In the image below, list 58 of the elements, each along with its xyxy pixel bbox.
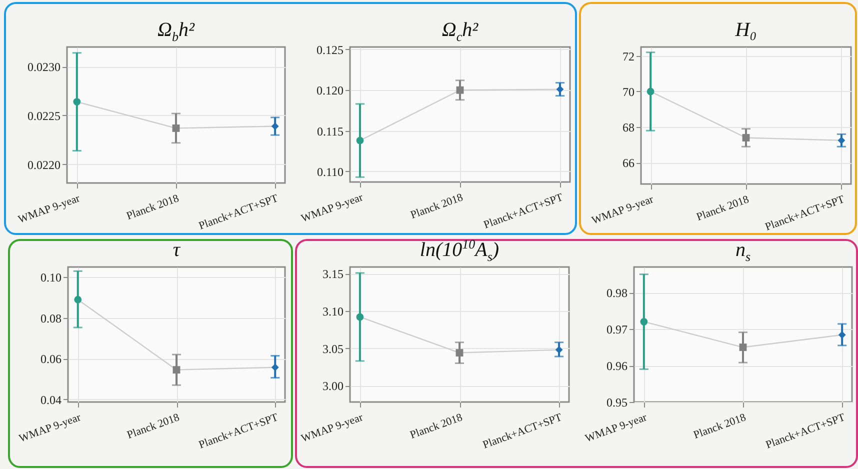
- y-tick-label: 0.98: [606, 286, 628, 300]
- chart-title: τ: [172, 239, 182, 261]
- y-tick-label: 3.10: [322, 304, 344, 319]
- point: [838, 331, 846, 339]
- y-tick-label: 0.96: [606, 359, 628, 374]
- point: [172, 124, 180, 132]
- x-tick-label: Planck 2018: [126, 411, 182, 442]
- y-tick-label: 0.97: [606, 322, 628, 337]
- x-tick-label: Planck 2018: [408, 411, 465, 442]
- y-tick-label: 3.05: [322, 342, 344, 356]
- y-tick-label: 0.0225: [28, 108, 60, 123]
- point: [74, 296, 82, 304]
- y-tick-label: 0.125: [316, 42, 344, 57]
- y-tick-label: 0.08: [40, 311, 62, 326]
- point: [73, 98, 81, 106]
- y-tick-label: 0.120: [316, 84, 344, 98]
- chart-title: Ω$_{c}$h²: [440, 19, 480, 44]
- x-tick-label: WMAP 9-year: [300, 411, 365, 445]
- point: [271, 364, 279, 372]
- y-tick-label: 0.95: [606, 396, 628, 410]
- x-tick-label: Planck 2018: [125, 192, 182, 222]
- x-tick-label: Planck 2018: [692, 411, 748, 442]
- y-tick-label: 0.110: [316, 164, 344, 179]
- x-tick-label: WMAP 9-year: [16, 192, 82, 226]
- point: [356, 313, 364, 321]
- point: [640, 318, 648, 326]
- point: [555, 346, 563, 354]
- x-tick-label: WMAP 9-year: [584, 411, 649, 445]
- point: [739, 344, 747, 351]
- x-tick-label: WMAP 9-year: [590, 193, 656, 227]
- point: [456, 86, 464, 94]
- y-tick-label: 70: [622, 84, 634, 99]
- point: [271, 122, 279, 130]
- y-tick-label: 0.0220: [28, 158, 60, 172]
- point: [172, 366, 180, 374]
- point: [646, 88, 654, 96]
- x-tick-label: Planck 2018: [409, 191, 466, 222]
- y-tick-label: 0.06: [40, 352, 62, 366]
- y-tick-label: 68: [622, 120, 634, 135]
- y-tick-label: 3.15: [322, 267, 344, 282]
- y-tick-label: 0.10: [40, 270, 62, 285]
- point: [742, 134, 750, 142]
- point: [838, 136, 846, 144]
- y-tick-label: 66: [622, 156, 634, 170]
- y-tick-label: 3.00: [322, 379, 344, 394]
- y-tick-label: 0.0230: [28, 60, 60, 74]
- x-tick-label: Planck 2018: [695, 193, 752, 224]
- chart-title: ln(10$^{10}$A$_{s}$): [418, 236, 500, 264]
- y-tick-label: 0.115: [316, 124, 344, 138]
- y-tick-label: 0.04: [40, 392, 62, 407]
- point: [456, 349, 464, 356]
- chart-title: Ω$_{b}$h²: [156, 19, 196, 44]
- x-tick-label: WMAP 9-year: [18, 411, 83, 445]
- x-tick-label: WMAP 9-year: [300, 191, 365, 225]
- chart-title: H₀: [734, 19, 758, 41]
- chart-title: n$_{s}$: [734, 239, 752, 264]
- y-tick-label: 72: [622, 49, 634, 64]
- point: [356, 136, 364, 144]
